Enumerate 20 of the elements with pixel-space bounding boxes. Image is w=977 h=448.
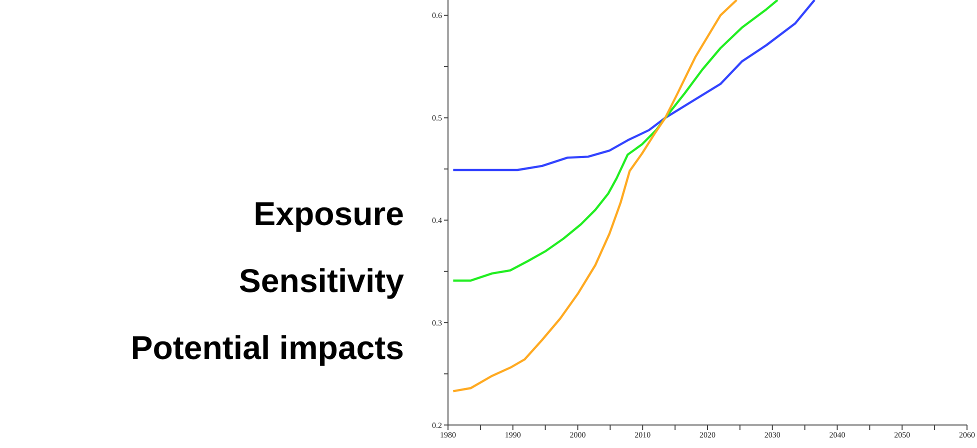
y-tick-label: 0.4 [432, 216, 442, 226]
x-tick-label: 2060 [959, 430, 975, 440]
x-tick-label: 1980 [440, 430, 456, 440]
text: Sensitivity [238, 262, 404, 300]
line-series [452, 0, 816, 172]
y-tick-label: 0.5 [432, 114, 442, 123]
y-tick-label: 0.2 [432, 420, 442, 430]
x-tick-label: 1990 [504, 430, 521, 440]
x-tick-label: 2050 [894, 430, 910, 440]
line-series [452, 0, 738, 392]
y-tick-label: 0.3 [432, 318, 442, 328]
line-series [452, 0, 779, 282]
x-tick-label: 2000 [570, 430, 586, 440]
text: Exposure [254, 195, 404, 233]
x-tick-label: 2030 [764, 430, 780, 440]
y-tick-label: 0.6 [432, 11, 442, 20]
x-tick-label: 2020 [700, 430, 716, 440]
text: Potential impacts [130, 329, 404, 367]
x-tick-label: 2040 [829, 430, 846, 440]
x-tick-label: 2010 [634, 430, 651, 440]
